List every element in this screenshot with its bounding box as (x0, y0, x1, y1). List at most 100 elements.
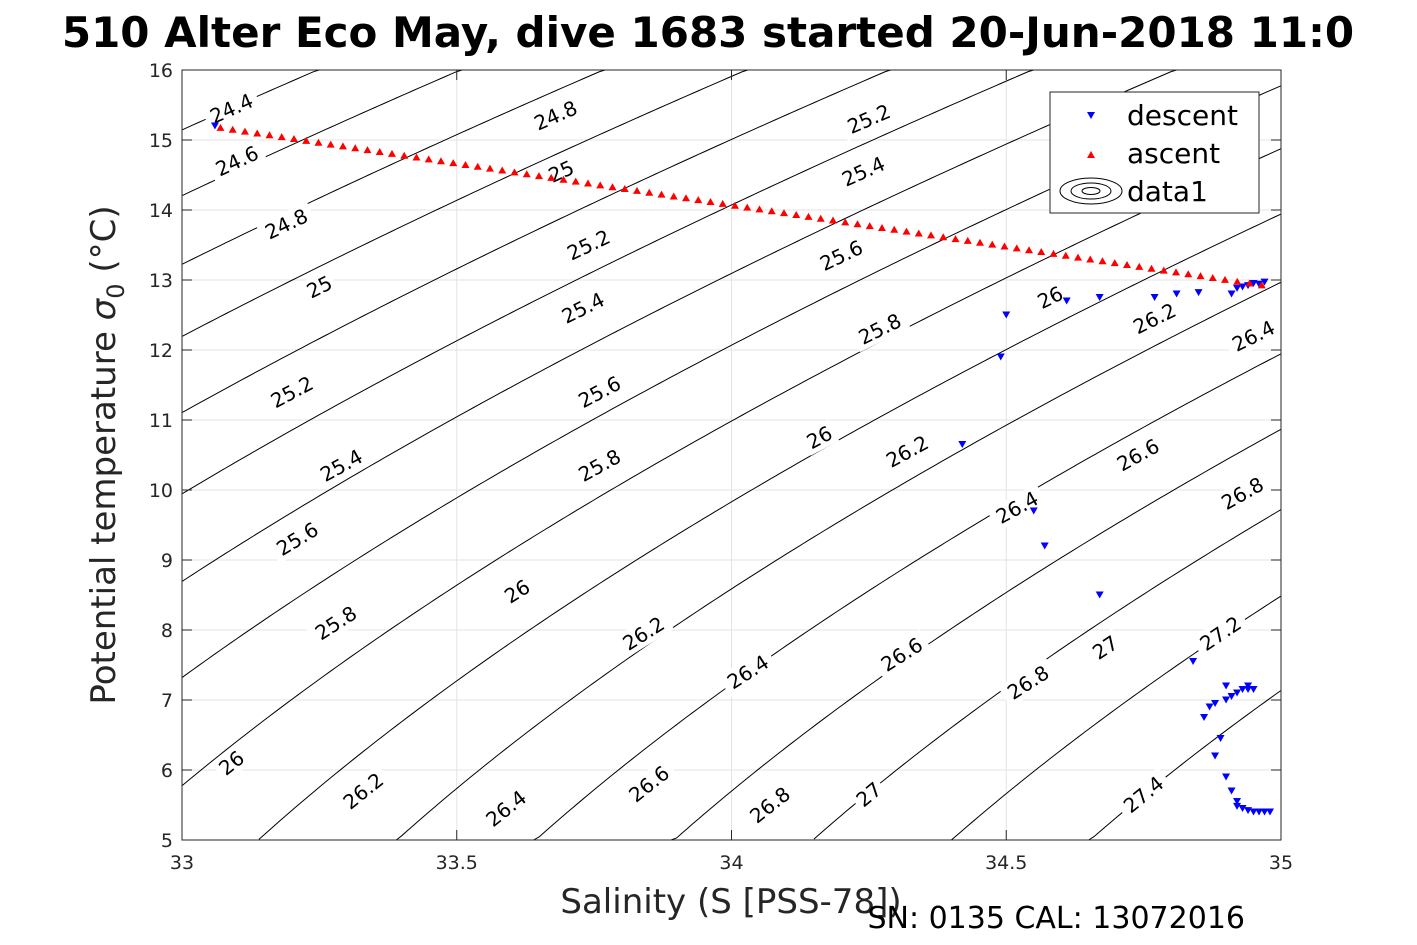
density-contour-line (181, 69, 1040, 495)
contour-label-bg (986, 483, 1048, 532)
x-tick-label: 35 (1269, 852, 1293, 874)
descent-point (1189, 658, 1198, 665)
ascent-point (338, 142, 347, 150)
descent-point (1227, 290, 1236, 298)
ascent-point (657, 190, 666, 198)
density-contour-line (1088, 690, 1282, 841)
legend: descent ascent data1 (1049, 91, 1260, 214)
ascent-point (485, 164, 494, 172)
descent-point (1194, 289, 1203, 297)
descent-point (1249, 686, 1258, 693)
ascent-point (890, 225, 899, 233)
ascent-point (853, 220, 862, 228)
y-axis-label-sigma: σ (84, 297, 124, 320)
descent-point (1002, 311, 1011, 319)
ascent-point (1147, 264, 1156, 272)
y-axis-label-subscript: 0 (102, 283, 130, 298)
ascent-point (583, 179, 592, 187)
legend-contour-ring-middle (1070, 182, 1112, 200)
ascent-point (1196, 272, 1205, 280)
descent-point (1255, 280, 1264, 288)
y-tick-label: 5 (161, 830, 173, 852)
data-points (210, 122, 1275, 816)
ascent-point (240, 127, 249, 135)
descent-point (1029, 507, 1038, 515)
contour-label-bg (311, 441, 372, 490)
contour-label-bg (206, 138, 268, 184)
contour-label-bg (1107, 430, 1169, 480)
ascent-point (779, 209, 788, 217)
ascent-point (1037, 248, 1046, 256)
y-tick-label: 16 (149, 60, 173, 82)
contour-label-bg (497, 572, 538, 611)
ascent-point (828, 216, 837, 224)
ascent-point (473, 162, 482, 170)
contour-label-bg (613, 608, 674, 659)
ascent-point (1245, 279, 1254, 287)
descent-point (1255, 808, 1264, 816)
contour-label-bg (1114, 767, 1173, 822)
ascent-point (669, 192, 678, 200)
contour-label-bg (569, 368, 630, 416)
x-tick-label: 33.5 (436, 852, 478, 874)
descent-point (958, 441, 967, 448)
descent-point (1260, 278, 1269, 286)
contour-label-bg (267, 514, 328, 564)
ascent-point (1025, 246, 1034, 254)
ascent-point (706, 198, 715, 206)
descent-point (1233, 802, 1242, 810)
ascent-point (730, 201, 739, 209)
ascent-point (865, 222, 874, 230)
ascent-point (314, 138, 323, 146)
contour-label-bg (832, 149, 894, 194)
ascent-point (1012, 244, 1021, 252)
contour-label-bg (871, 629, 932, 680)
descent-point (1233, 798, 1242, 805)
ascent-point (743, 203, 752, 211)
descent-point (1227, 787, 1236, 795)
legend-descent-marker (1087, 112, 1095, 119)
contour-label-bg (1085, 628, 1126, 667)
descent-point (1200, 714, 1209, 721)
density-contours (181, 69, 1282, 841)
descent-point (1040, 542, 1049, 550)
ascent-point (1086, 255, 1095, 263)
descent-point (1211, 700, 1220, 707)
x-axis-label: Salinity (S [PSS-78]) (560, 882, 901, 922)
y-tick-label: 11 (149, 410, 173, 432)
legend-ascent-marker (1087, 151, 1095, 158)
ascent-point (976, 238, 985, 246)
legend-box (1049, 91, 1260, 214)
contour-label-bg (1212, 469, 1273, 518)
legend-contour-ring-outer (1059, 177, 1123, 205)
ascent-point (877, 223, 886, 231)
ascent-point (816, 214, 825, 222)
density-contour-line (533, 353, 1282, 841)
x-tick-label: 34.5 (985, 852, 1027, 874)
descent-point (1211, 752, 1220, 760)
ascent-point (412, 153, 421, 161)
y-axis-label-unit: (°C) (84, 205, 124, 283)
contour-label-bg (1030, 279, 1070, 316)
descent-point (1244, 682, 1253, 690)
contour-label-bg (1223, 312, 1284, 360)
ascent-point (534, 172, 543, 180)
density-contour-line (258, 213, 1282, 840)
ascent-point (1061, 251, 1070, 259)
axis-ticks: 33 33.5 34 34.5 35 5 6 7 8 9 10 11 12 13 14 15 16 (149, 60, 1293, 874)
ascent-point (1074, 253, 1083, 261)
legend-contour-ring-inner (1081, 187, 1101, 195)
contour-label-bg (299, 269, 340, 305)
ascent-point (522, 170, 531, 178)
y-tick-label: 10 (149, 480, 173, 502)
ascent-point (436, 157, 445, 165)
descent-point (1095, 294, 1104, 301)
ascent-point (1233, 277, 1242, 285)
density-contour-line (395, 281, 1282, 841)
density-contour-line (181, 69, 1183, 582)
y-tick-label: 6 (161, 760, 173, 782)
ascent-point (424, 155, 433, 163)
contour-label-bg (799, 419, 840, 456)
ascent-point (461, 160, 470, 168)
